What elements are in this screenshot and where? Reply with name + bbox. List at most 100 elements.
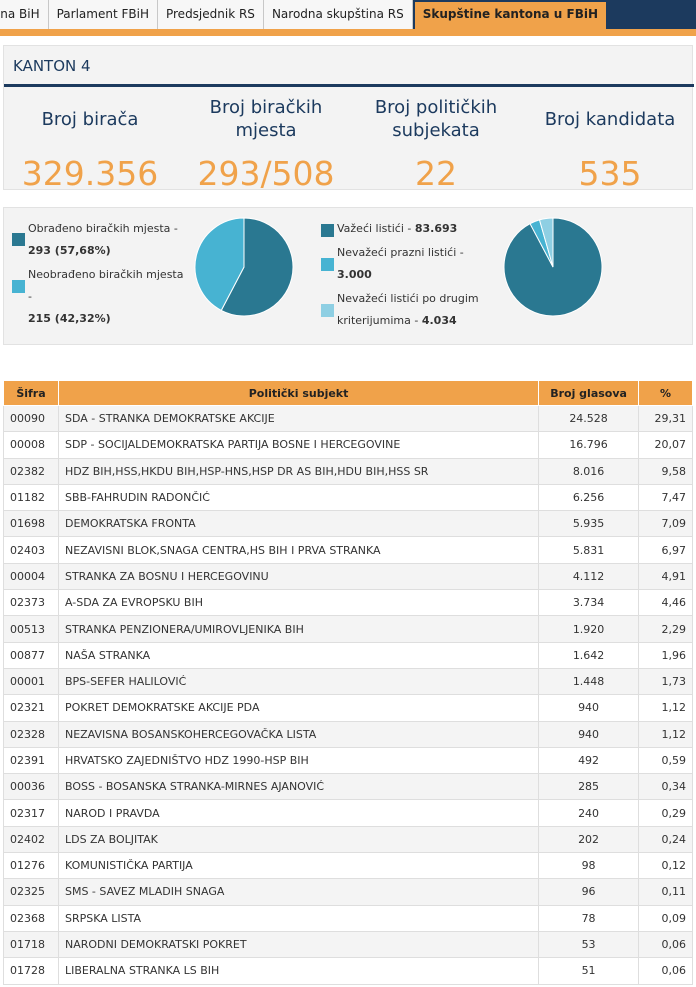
table-row: 01182 SBB-FAHRUDIN RADONČIĆ 6.256 7,47 [3,483,693,512]
kanton-summary-panel: KANTON 4 Broj birača 329.356 Broj biračk… [3,45,694,194]
column-header-votes[interactable]: Broj glasova [538,380,639,406]
stat-value: 535 [578,154,642,193]
percent-cell: 0,24 [638,825,693,854]
table-row: 02402 LDS ZA BOLJITAK 202 0,24 [3,825,693,854]
votes-cell: 5.831 [538,536,639,564]
percent-cell: 0,11 [638,878,693,906]
party-name-cell: HDZ BIH,HSS,HKDU BIH,HSP-HNS,HSP DR AS B… [57,457,540,485]
tab-label: Predsjednik RS [165,7,255,21]
column-header-party[interactable]: Politički subjekt [57,380,540,406]
table-row: 00004 STRANKA ZA BOSNU I HERCEGOVINU 4.112… [3,562,693,591]
party-code-cell: 02368 [3,904,59,932]
percent-cell: 4,46 [638,589,693,617]
party-code-cell: 00008 [3,431,59,459]
table-row: 00036 BOSS - BOSANSKA STRANKA-MIRNES AJAN… [3,773,693,801]
legend-other-invalid-ballots: Nevažeći listići po drugim kriterijumima… [337,288,512,332]
votes-cell: 1.642 [538,641,639,669]
votes-cell: 492 [538,746,639,775]
legend-swatch-unprocessed [12,280,25,293]
legend-valid-ballots: Važeći listići - 83.693 [337,218,512,240]
stat-value: 329.356 [21,154,159,193]
nav-accent-stripe [0,29,696,36]
table-row: 00001 BPS-SEFER HALILOVIĆ 1.448 1,73 [3,667,693,696]
votes-cell: 940 [538,720,639,748]
votes-cell: 1.920 [538,615,639,643]
votes-cell: 202 [538,825,639,854]
percent-cell: 0,09 [638,904,693,932]
party-code-cell: 02328 [3,720,59,748]
legend-unprocessed: Neobrađeno biračkih mjesta - 215 (42,32%… [28,264,188,330]
percent-cell: 1,73 [638,667,693,696]
party-name-cell: LIBERALNA STRANKA LS BIH [57,957,540,985]
percent-cell: 0,29 [638,799,693,827]
legend-label: Neobrađeno biračkih mjesta - [28,268,184,303]
party-name-cell: BOSS - BOSANSKA STRANKA-MIRNES AJANOVIĆ [57,773,540,801]
votes-cell: 16.796 [538,431,639,459]
pie-slice-processed [220,217,294,317]
legend-value: 215 (42,32%) [28,312,111,325]
party-code-cell: 00877 [3,641,59,669]
legend-swatch-processed [12,233,25,246]
tab-label: Parlament FBiH [56,7,149,21]
tab-label: Narodna skupština RS [271,7,404,21]
table-row: 02328 NEZAVISNA BOSANSKOHERCEGOVAČKA LIST… [3,720,693,748]
tab-narodna-skupstina-rs[interactable]: Narodna skupština RS [263,0,413,29]
tab-predsjednik-rs[interactable]: Predsjednik RS [157,0,264,29]
party-name-cell: STRANKA PENZIONERA/UMIROVLJENIKA BIH [57,615,540,643]
votes-cell: 1.448 [538,667,639,696]
pie-slice-unprocessed [194,217,245,312]
party-code-cell: 02382 [3,457,59,485]
votes-cell: 240 [538,799,639,827]
party-code-cell: 02402 [3,825,59,854]
percent-cell: 0,59 [638,746,693,775]
tab-parlamentarna-skupstina[interactable]: entarna skupština BiH [0,0,49,29]
stat-voters: Broj birača 329.356 [4,96,176,194]
party-name-cell: DEMOKRATSKA FRONTA [57,510,540,538]
legend-value: 3.000 [337,268,372,281]
tab-skupstine-kantona[interactable]: Skupštine kantona u FBiH [412,0,608,29]
results-table: Šifra Politički subjekt Broj glasova % 0… [3,380,693,985]
party-name-cell: A-SDA ZA EVROPSKU BIH [57,589,540,617]
percent-cell: 0,06 [638,930,693,959]
party-name-cell: NAROD I PRAVDA [57,799,540,827]
party-name-cell: SDA - STRANKA DEMOKRATSKE AKCIJE [57,404,540,433]
party-code-cell: 02391 [3,746,59,775]
party-name-cell: NEZAVISNI BLOK,SNAGA CENTRA,HS BIH I PRV… [57,536,540,564]
tab-label: Skupštine kantona u FBiH [422,7,598,21]
table-row: 01698 DEMOKRATSKA FRONTA 5.935 7,09 [3,510,693,538]
table-row: 02373 A-SDA ZA EVROPSKU BIH 3.734 4,46 [3,589,693,617]
votes-cell: 51 [538,957,639,985]
table-row: 00513 STRANKA PENZIONERA/UMIROVLJENIKA BI… [3,615,693,643]
charts-panel: Obrađeno biračkih mjesta - 293 (57,68%) … [3,207,693,345]
party-code-cell: 02321 [3,694,59,722]
column-header-code[interactable]: Šifra [3,380,59,406]
votes-cell: 4.112 [538,562,639,591]
party-code-cell: 02325 [3,878,59,906]
legend-label-cont: kriterijumima - [337,314,419,327]
table-row: 02368 SRPSKA LISTA 78 0,09 [3,904,693,932]
votes-cell: 53 [538,930,639,959]
table-row: 00877 NAŠA STRANKA 1.642 1,96 [3,641,693,669]
stat-label: Broj birača [41,108,139,130]
stat-polling-stations: Broj biračkih mjesta 293/508 [180,96,352,193]
percent-cell: 1,12 [638,720,693,748]
party-name-cell: SRPSKA LISTA [57,904,540,932]
table-row: 01276 KOMUNISTIČKA PARTIJA 98 0,12 [3,852,693,880]
party-code-cell: 01718 [3,930,59,959]
party-code-cell: 01182 [3,483,59,512]
percent-cell: 2,29 [638,615,693,643]
table-row: 02391 HRVATSKO ZAJEDNIŠTVO HDZ 1990-HSP B… [3,746,693,775]
party-code-cell: 01698 [3,510,59,538]
party-code-cell: 01728 [3,957,59,985]
top-navigation: entarna skupština BiH Parlament FBiH Pre… [0,0,696,36]
votes-cell: 5.935 [538,510,639,538]
percent-cell: 0,12 [638,852,693,880]
tab-parlament-fbih[interactable]: Parlament FBiH [48,0,158,29]
votes-cell: 98 [538,852,639,880]
percent-cell: 6,97 [638,536,693,564]
column-header-percent[interactable]: % [638,380,693,406]
legend-label: Važeći listići - [337,222,412,235]
legend-value: 293 (57,68%) [28,244,111,257]
table-body: 00090 SDA - STRANKA DEMOKRATSKE AKCIJE 24.… [3,404,693,985]
votes-cell: 285 [538,773,639,801]
